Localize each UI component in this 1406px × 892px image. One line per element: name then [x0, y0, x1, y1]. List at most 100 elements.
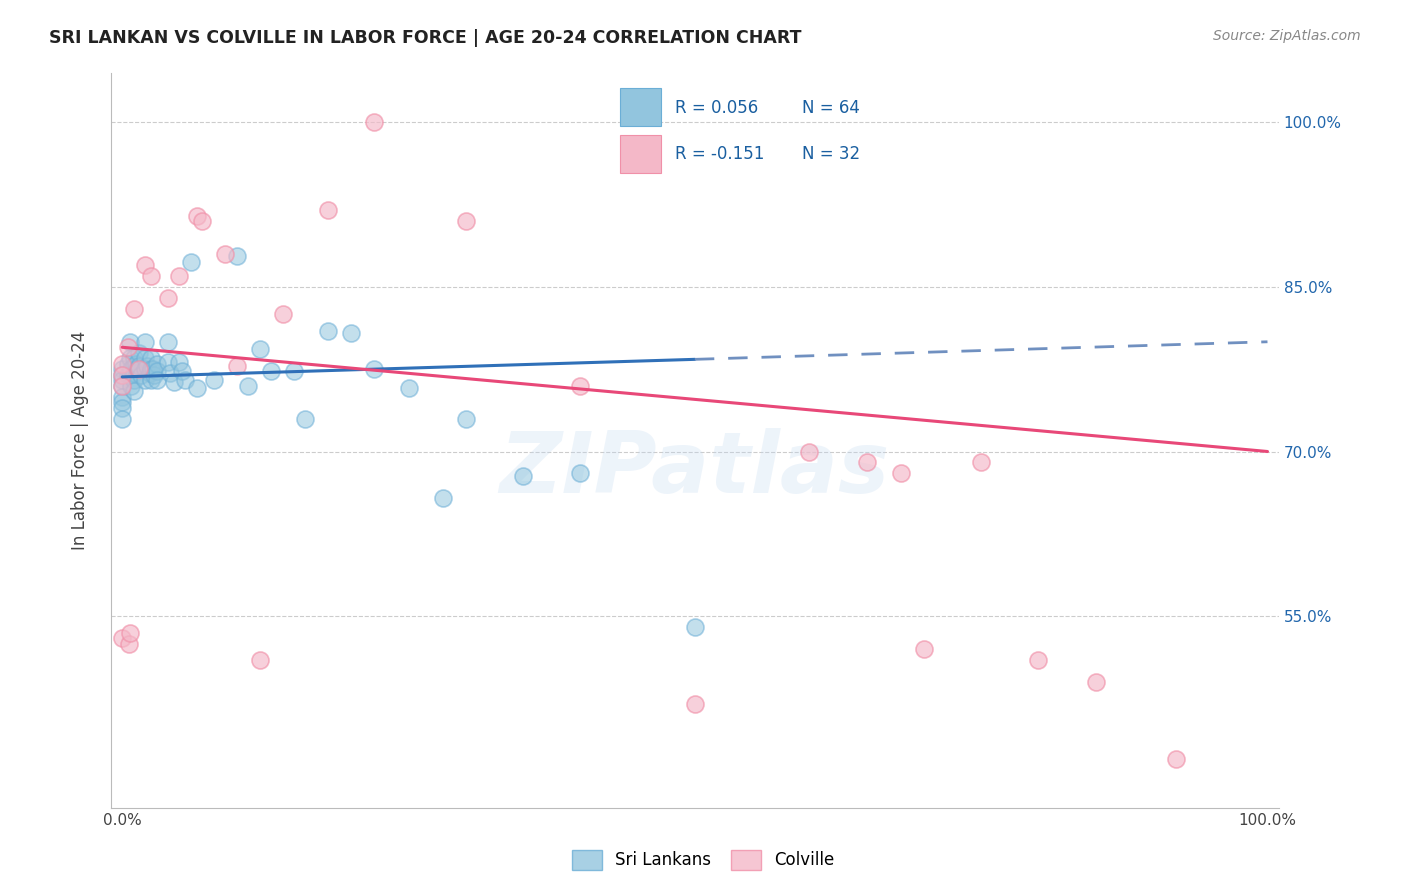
Point: [318, 324, 340, 338]
Point: [128, 345, 150, 359]
Point: [180, 254, 202, 268]
Point: [138, 366, 160, 380]
Point: [142, 362, 165, 376]
Point: [120, 368, 142, 382]
Point: [111, 378, 134, 392]
Point: [111, 411, 134, 425]
Text: R = 0.056: R = 0.056: [675, 99, 758, 117]
Point: [127, 362, 149, 376]
Point: [912, 642, 935, 657]
Point: [134, 258, 156, 272]
Point: [120, 625, 142, 640]
Point: [134, 362, 156, 376]
Point: [122, 359, 145, 373]
Point: [202, 373, 225, 387]
Point: [260, 364, 283, 378]
Point: [120, 334, 142, 349]
Point: [569, 467, 592, 481]
Point: [111, 390, 134, 404]
Point: [139, 351, 162, 366]
Point: [225, 359, 247, 373]
Point: [157, 354, 180, 368]
Point: [120, 362, 142, 376]
Point: [363, 362, 385, 376]
Y-axis label: In Labor Force | Age 20-24: In Labor Force | Age 20-24: [72, 331, 89, 550]
Point: [1164, 752, 1187, 766]
Point: [340, 326, 363, 340]
Point: [117, 368, 139, 382]
Point: [122, 351, 145, 366]
Text: Source: ZipAtlas.com: Source: ZipAtlas.com: [1213, 29, 1361, 43]
Point: [139, 268, 162, 283]
Text: N = 32: N = 32: [801, 145, 860, 163]
Point: [111, 401, 134, 415]
Point: [111, 368, 134, 382]
Text: ZIPatlas: ZIPatlas: [499, 428, 890, 511]
Point: [129, 368, 152, 382]
Point: [512, 468, 534, 483]
Point: [214, 247, 236, 261]
Point: [363, 115, 385, 129]
Point: [683, 620, 706, 634]
Point: [1028, 653, 1050, 667]
Point: [145, 373, 167, 387]
Point: [569, 378, 592, 392]
Text: R = -0.151: R = -0.151: [675, 145, 765, 163]
Point: [398, 381, 420, 395]
Point: [799, 444, 821, 458]
Point: [157, 291, 180, 305]
Point: [134, 373, 156, 387]
Point: [145, 357, 167, 371]
Point: [143, 368, 166, 382]
Point: [111, 378, 134, 392]
Point: [117, 357, 139, 371]
Point: [454, 214, 477, 228]
Point: [169, 268, 191, 283]
Point: [128, 362, 150, 376]
Point: [125, 357, 148, 371]
Point: [111, 357, 134, 371]
Point: [855, 455, 877, 469]
Point: [271, 307, 294, 321]
Point: [111, 373, 134, 387]
Point: [122, 384, 145, 399]
Point: [128, 359, 150, 373]
Point: [283, 364, 305, 378]
Point: [120, 378, 142, 392]
Point: [683, 697, 706, 711]
FancyBboxPatch shape: [620, 135, 661, 173]
Point: [117, 340, 139, 354]
Point: [139, 373, 162, 387]
Point: [249, 653, 271, 667]
Point: [318, 203, 340, 218]
Point: [890, 467, 912, 481]
Point: [249, 343, 271, 357]
Point: [111, 368, 134, 382]
Point: [1084, 674, 1107, 689]
Point: [118, 636, 141, 650]
Point: [159, 366, 181, 380]
Point: [134, 334, 156, 349]
Point: [174, 373, 197, 387]
Point: [225, 249, 247, 263]
Point: [238, 378, 260, 392]
Point: [157, 334, 180, 349]
Point: [191, 214, 214, 228]
Point: [169, 354, 191, 368]
Point: [163, 376, 186, 390]
Point: [111, 631, 134, 645]
FancyBboxPatch shape: [620, 88, 661, 127]
Legend: Sri Lankans, Colville: Sri Lankans, Colville: [565, 843, 841, 877]
Point: [136, 359, 159, 373]
Point: [139, 362, 162, 376]
Point: [134, 351, 156, 366]
Point: [170, 364, 193, 378]
Text: N = 64: N = 64: [801, 99, 859, 117]
Point: [111, 362, 134, 376]
Point: [122, 373, 145, 387]
Point: [122, 366, 145, 380]
Point: [186, 209, 208, 223]
Point: [294, 411, 316, 425]
Text: SRI LANKAN VS COLVILLE IN LABOR FORCE | AGE 20-24 CORRELATION CHART: SRI LANKAN VS COLVILLE IN LABOR FORCE | …: [49, 29, 801, 46]
Point: [145, 364, 167, 378]
